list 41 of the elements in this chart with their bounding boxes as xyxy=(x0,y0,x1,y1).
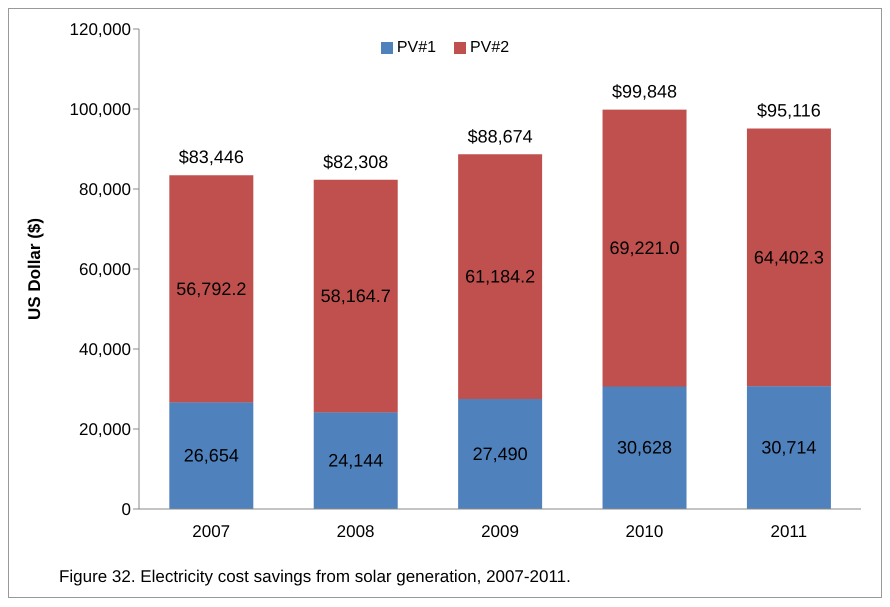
legend-label: PV#2 xyxy=(469,39,510,57)
data-label: 61,184.2 xyxy=(465,266,536,287)
caption: Figure 32. Electricity cost savings from solar generation, 2007-2011. xyxy=(59,567,571,587)
total-label: $82,308 xyxy=(323,152,388,172)
data-label: 27,490 xyxy=(472,444,528,464)
bar xyxy=(314,412,398,509)
bar xyxy=(602,386,687,509)
data-label: 58,164.7 xyxy=(320,286,391,306)
y-tick-label: 100,000 xyxy=(70,100,131,120)
bar xyxy=(169,175,254,402)
x-tick-label: 2010 xyxy=(625,522,664,542)
bar xyxy=(314,180,398,412)
data-label: 69,221.0 xyxy=(609,238,680,258)
data-label: 30,714 xyxy=(761,438,816,458)
bar xyxy=(602,110,687,386)
legend-label: PV#1 xyxy=(396,39,436,57)
y-tick-label: 80,000 xyxy=(79,180,131,200)
y-tick-label: 120,000 xyxy=(70,20,131,40)
y-tick-label: 60,000 xyxy=(79,260,131,280)
bar xyxy=(746,128,831,386)
x-tick-label: 2008 xyxy=(336,522,375,542)
total-label: $83,446 xyxy=(178,147,244,168)
x-tick-label: 2007 xyxy=(192,522,230,542)
x-tick-label: 2011 xyxy=(770,522,808,542)
total-label: $99,848 xyxy=(612,82,678,102)
y-axis-title: US Dollar ($) xyxy=(25,218,44,320)
bar xyxy=(169,402,254,509)
x-tick-label: 2009 xyxy=(481,522,519,542)
data-label: 30,628 xyxy=(616,438,672,458)
total-label: $88,674 xyxy=(468,126,533,146)
y-tick-label: 0 xyxy=(122,500,131,520)
y-tick-label: 20,000 xyxy=(79,420,131,440)
bar xyxy=(746,386,831,509)
y-tick-label: 40,000 xyxy=(79,340,131,360)
bar xyxy=(458,399,542,509)
data-label: 26,654 xyxy=(184,446,239,466)
total-label: $95,116 xyxy=(757,100,821,121)
bar xyxy=(458,154,542,400)
data-label: 64,402.3 xyxy=(754,247,824,268)
data-label: 56,792.2 xyxy=(176,278,246,299)
data-label: 24,144 xyxy=(328,450,384,471)
